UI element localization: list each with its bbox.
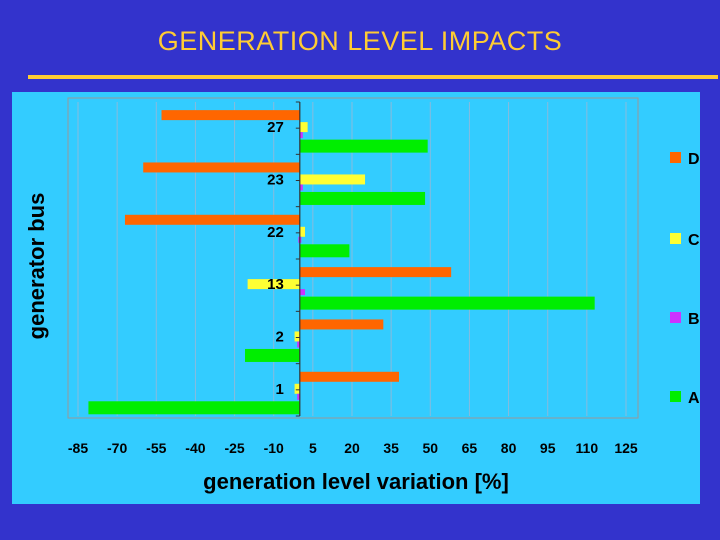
bar-B-23	[299, 184, 303, 191]
x-tick-label: -25	[224, 440, 244, 456]
bar-B-2	[297, 341, 301, 348]
x-tick-label: -40	[185, 440, 205, 456]
category-label: 13	[267, 276, 284, 293]
category-label: 1	[275, 381, 283, 398]
title-divider	[28, 75, 718, 79]
bar-B-13	[299, 289, 306, 296]
x-tick-label: -70	[107, 440, 127, 456]
legend-swatch-C	[670, 233, 681, 244]
legend-label-A: A	[688, 390, 700, 407]
legend-label-C: C	[688, 232, 700, 249]
bar-C-1	[294, 383, 300, 394]
bar-D-27	[161, 110, 300, 121]
x-tick-label: 50	[422, 440, 438, 456]
legend-label-B: B	[688, 311, 700, 328]
zero-axis	[295, 101, 301, 417]
bar-D-22	[124, 214, 300, 225]
bar-A-27	[299, 139, 428, 153]
x-tick-label: 5	[309, 440, 317, 456]
bar-B-27	[299, 132, 303, 139]
legend-swatch-A	[670, 391, 681, 402]
x-tick-label: 35	[383, 440, 399, 456]
bar-A-23	[299, 191, 426, 205]
bar-A-1	[88, 401, 300, 415]
x-axis-title: generation level variation [%]	[203, 469, 509, 494]
category-label: 22	[267, 224, 284, 241]
legend: D C B A	[670, 151, 700, 407]
x-tick-label: 110	[576, 440, 599, 456]
bar-D-1	[299, 371, 399, 382]
category-labels: 27 23 22 13 2 1	[267, 119, 284, 398]
bars	[88, 110, 595, 415]
bar-C-2	[294, 331, 300, 342]
category-label: 2	[275, 328, 283, 345]
bar-A-2	[245, 348, 300, 362]
x-tick-label: -55	[146, 440, 166, 456]
bar-A-22	[299, 244, 350, 258]
bar-C-22	[299, 226, 306, 237]
y-axis-title: generator bus	[24, 193, 49, 340]
legend-label-D: D	[688, 151, 700, 168]
bar-C-13	[247, 279, 300, 290]
legend-swatch-D	[670, 152, 681, 163]
x-tick-label: 65	[462, 440, 478, 456]
x-tick-label: -85	[68, 440, 88, 456]
bar-A-13	[299, 296, 595, 310]
x-tick-label: 95	[540, 440, 556, 456]
x-tick-label: -10	[264, 440, 284, 456]
bar-D-13	[299, 267, 452, 278]
x-tick-label: 20	[344, 440, 360, 456]
bar-B-1	[297, 393, 301, 400]
x-tick-labels: -85 -70 -55 -40 -25 -10 5 20 35 50 65 80 95 110 125	[68, 440, 638, 456]
bar-C-23	[299, 174, 366, 185]
legend-swatch-B	[670, 312, 681, 323]
bar-D-23	[143, 162, 300, 173]
bar-D-2	[299, 319, 384, 330]
category-label: 27	[267, 119, 284, 136]
x-tick-label: 125	[614, 440, 638, 456]
bar-C-27	[299, 122, 308, 133]
x-tick-label: 80	[501, 440, 517, 456]
slide-title: GENERATION LEVEL IMPACTS	[157, 26, 563, 56]
category-label: 23	[267, 171, 284, 188]
gridlines	[77, 102, 627, 416]
